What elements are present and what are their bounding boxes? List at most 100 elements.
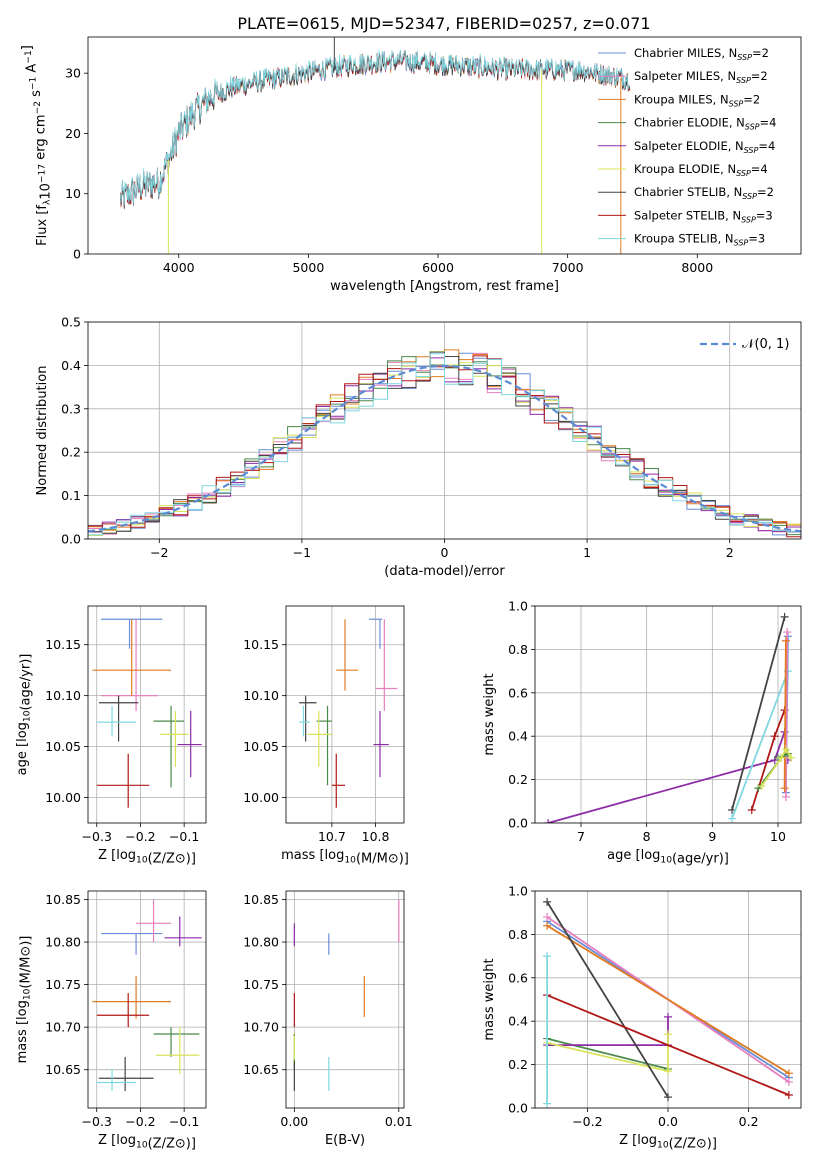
x-axis-label: Z [log10(Z/Z⊙)] [98,848,196,866]
weight-marker [543,913,552,922]
axes-weight_vs_age: 7 8 9 10 0.0 0.2 0.4 0.6 0.8 1.0 age [log10(age/yr… [482,599,802,866]
axes-weight_vs_Z: −0.2 0.0 0.2 0.0 0.2 0.4 0.6 0.8 1.0 Z [log10(Z/Z… [482,884,802,1151]
x-tick-label: 6000 [422,260,454,275]
gridlines [88,606,206,823]
y-tick-label: 0.4 [61,358,81,373]
plot-area-age_vs_Z [88,606,206,823]
weight-marker [747,805,756,814]
y-tick-label: 10.85 [45,892,81,907]
x-axis-label: age [log10(age/yr)] [607,848,729,866]
x-tick-label: 10.7 [318,829,346,844]
axes-residuals: −2 −1 0 1 2 0.0 0.1 0.2 0.3 0.4 0.5 (data-model)/er… [35,315,802,579]
weight-marker [784,1077,793,1086]
weight-marker [664,1067,672,1076]
x-tick-label: −2 [150,545,168,560]
errorbar-point [164,916,202,947]
axes-frame [87,890,207,1109]
x-tick-label: 10.8 [362,829,390,844]
axes-age_vs_Z: −0.3 −0.2 −0.1 10.00 10.05 10.10 10.15 Z [log10… [15,605,207,866]
y-tick-label: 10.10 [45,688,81,703]
legend-entry: Kroupa STELIB, NSSP=3 [634,232,765,248]
figure-title: PLATE=0615, MJD=52347, FIBERID=0257, z=0… [237,14,650,33]
y-tick-label: 10.00 [45,790,81,805]
errorbar-point [307,710,332,767]
weight-line [785,631,789,798]
plot-area-residuals [88,322,801,539]
weight-marker [543,952,552,961]
legend-entry: 𝒩(0, 1) [742,337,789,352]
axes-spectrum: 4000 5000 6000 7000 8000 0 10 20 30 wavelength [A… [20,36,802,294]
weight-marker [543,921,552,930]
weight-marker [543,1099,552,1108]
y-tick-label: 0.6 [508,970,528,985]
gridlines [88,891,206,1108]
axes-frame [87,321,802,540]
errorbar-point [336,619,359,691]
spectrum-legend: Chabrier MILES, NSSP=2 Salpeter MILES, NS… [598,46,776,248]
normal-curve [88,364,801,533]
weight-marker [777,753,786,762]
y-tick-label: 20 [65,126,81,141]
histogram-step [88,353,801,536]
errorbar-point [98,1056,154,1091]
x-axis-label: Z [log10(Z/Z⊙)] [98,1133,196,1151]
y-tick-label: 10.15 [243,637,279,652]
axes-frame [87,605,207,824]
x-tick-label: 4000 [163,260,195,275]
x-tick-label: 0.00 [280,1114,308,1129]
plot-area-weight_vs_Z [535,891,801,1108]
x-tick-label: 0.0 [658,1114,678,1129]
plot-area-mass_vs_EBV [286,891,404,1108]
x-tick-label: −0.1 [169,1114,199,1129]
y-tick-label: 0.5 [61,315,81,330]
y-tick-label: 10.75 [243,977,279,992]
weight-marker [780,612,789,621]
x-tick-label: −0.2 [572,1114,602,1129]
x-tick-label: 0.2 [739,1114,759,1129]
y-tick-label: 0.0 [508,1101,528,1116]
spectrum-line [120,49,631,206]
errorbar-point [136,899,172,943]
x-tick-label: 7000 [552,260,584,275]
y-tick-label: 0.8 [508,642,528,657]
errorbar-point [96,705,137,737]
weight-marker [781,745,790,754]
axes-frame [285,605,405,824]
y-tick-label: 0.1 [61,488,81,503]
weight-marker [781,636,790,645]
errorbar-point [299,705,311,737]
weight-marker [544,819,553,823]
axes-age_vs_mass: 10.7 10.8 10.00 10.05 10.10 10.15 mass [log10(… [243,605,409,866]
x-tick-label: 0 [441,545,449,560]
errorbar-point [375,619,398,711]
x-tick-label: −0.3 [82,1114,112,1129]
legend-entry: Salpeter ELODIE, NSSP=4 [634,139,775,155]
x-tick-label: 7 [577,829,585,844]
weight-line [731,616,786,811]
axes-mass_vs_Z: −0.3 −0.2 −0.1 10.65 10.70 10.75 10.80 10.85 Z [… [15,890,207,1151]
y-tick-label: 10.85 [243,892,279,907]
y-tick-label: 0.3 [61,401,81,416]
weight-marker [664,1012,672,1021]
y-tick-label: 0.4 [508,729,528,744]
y-tick-label: 10.65 [243,1062,279,1077]
plot-area-age_vs_mass [286,606,404,823]
x-tick-label: −0.2 [125,1114,155,1129]
legend-entry: Chabrier MILES, NSSP=2 [634,46,769,62]
weight-marker [784,1090,793,1099]
y-axis-label: mass weight [482,673,497,755]
x-tick-label: 8000 [681,260,713,275]
y-tick-label: 10.65 [45,1062,81,1077]
y-tick-label: 10.10 [243,688,279,703]
y-tick-label: 0 [73,247,81,262]
y-tick-label: 0.6 [508,685,528,700]
weight-marker [784,1069,793,1078]
x-axis-label: wavelength [Angstrom, rest frame] [330,279,559,294]
weight-marker [664,1030,672,1039]
y-tick-label: 0.2 [508,1057,528,1072]
x-tick-label: −0.3 [82,829,112,844]
y-axis-label: Flux [fλ10−17 erg cm−2 s−1 A−1] [20,45,53,246]
errorbar-point [331,753,345,808]
y-tick-label: 0.0 [61,532,81,547]
weight-marker [783,628,792,637]
